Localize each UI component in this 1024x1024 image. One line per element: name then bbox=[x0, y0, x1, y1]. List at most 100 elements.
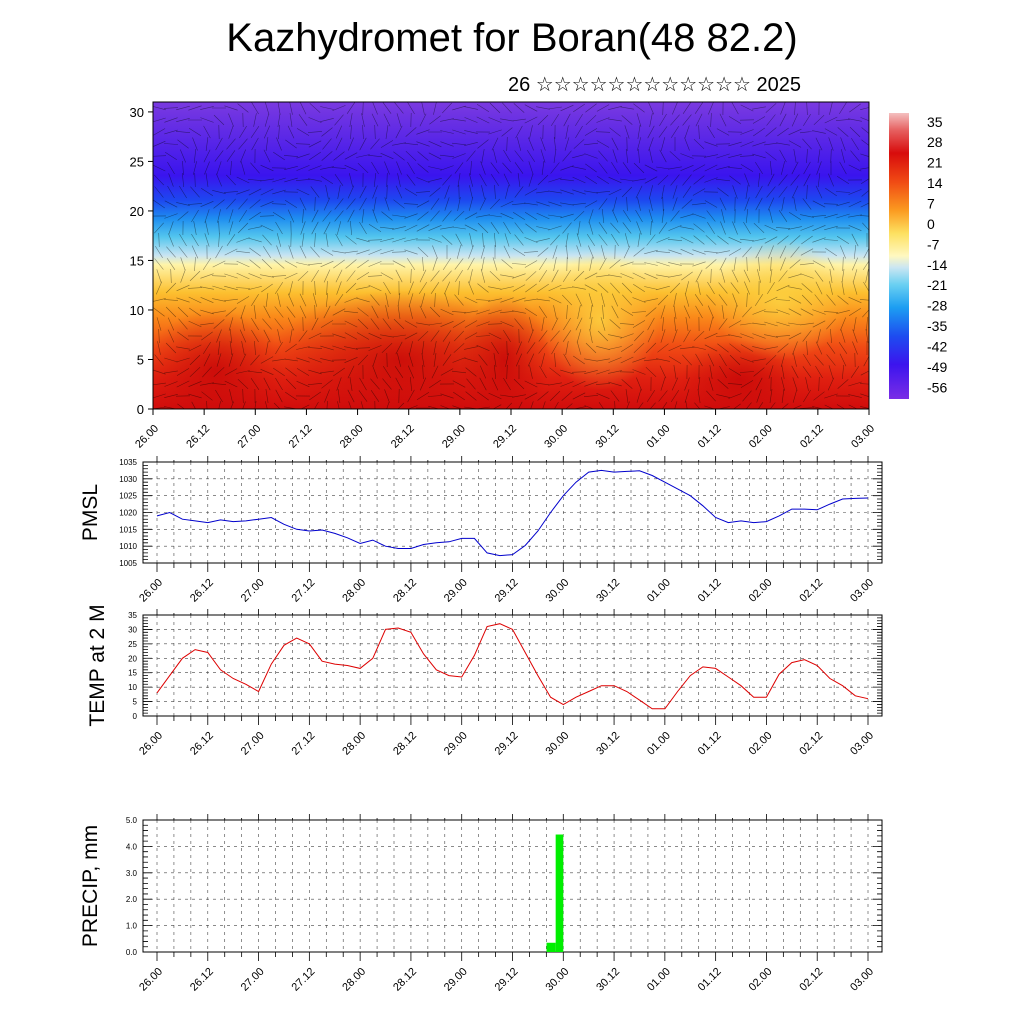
x-tick-label: 26.00 bbox=[137, 577, 165, 605]
x-tick-label: 27.00 bbox=[239, 730, 267, 758]
y-tick-label: 1035 bbox=[119, 458, 137, 467]
x-tick-label: 02.12 bbox=[797, 966, 825, 994]
x-tick-label: 02.00 bbox=[747, 730, 775, 758]
x-tick-label: 29.00 bbox=[442, 966, 470, 994]
x-tick-label: 30.12 bbox=[594, 577, 622, 605]
x-tick-label: 30.00 bbox=[543, 966, 571, 994]
y-tick-label: 1030 bbox=[119, 475, 137, 484]
series-line bbox=[156, 623, 869, 710]
colorbar-label: -35 bbox=[927, 318, 947, 334]
colorbar-label: 14 bbox=[927, 175, 943, 191]
x-tick-label: 30.00 bbox=[543, 577, 571, 605]
plot-frame bbox=[142, 614, 883, 717]
x-tick-label: 26.00 bbox=[137, 730, 165, 758]
x-tick-label: 01.12 bbox=[696, 423, 724, 451]
x-tick-label: 29.12 bbox=[493, 966, 521, 994]
x-tick-label: 29.12 bbox=[493, 577, 521, 605]
plot-frame bbox=[142, 461, 883, 564]
x-tick-label: 01.12 bbox=[696, 577, 724, 605]
x-tick-label: 01.00 bbox=[645, 577, 673, 605]
colorbar-label: -49 bbox=[927, 359, 947, 375]
wind-barbs bbox=[153, 102, 869, 409]
y-tick-label: 1015 bbox=[119, 525, 137, 534]
x-tick-label: 28.12 bbox=[391, 966, 419, 994]
x-tick-label: 28.00 bbox=[340, 966, 368, 994]
x-tick-label: 28.00 bbox=[340, 577, 368, 605]
x-tick-label: 26.12 bbox=[184, 423, 212, 451]
colorbar-label: 35 bbox=[927, 114, 943, 130]
chart-title: Kazhydromet for Boran(48 82.2) bbox=[226, 16, 798, 60]
x-tick-label: 28.00 bbox=[338, 423, 366, 451]
x-tick-label: 26.00 bbox=[133, 423, 161, 451]
precip-bar bbox=[555, 834, 564, 952]
x-tick-label: 02.00 bbox=[747, 966, 775, 994]
x-tick-label: 27.12 bbox=[290, 730, 318, 758]
y-tick-label: 25 bbox=[130, 154, 144, 169]
x-tick-label: 02.00 bbox=[747, 423, 775, 451]
colorbar bbox=[889, 113, 909, 399]
colorbar-label: 21 bbox=[927, 155, 943, 171]
x-tick-label: 26.00 bbox=[137, 966, 165, 994]
x-tick-label: 01.00 bbox=[645, 730, 673, 758]
x-tick-label: 28.12 bbox=[389, 423, 417, 451]
line-panel: 0 5 10 15 20 25 30 35 26.00 26.12 27.00 27.12 28.00 2… bbox=[86, 604, 883, 758]
x-tick-label: 30.12 bbox=[594, 730, 622, 758]
x-tick-label: 27.12 bbox=[290, 966, 318, 994]
y-tick-label: 3.0 bbox=[126, 869, 138, 878]
colorbar-label: -56 bbox=[927, 379, 947, 395]
bar-panel: 0.0 1.0 2.0 3.0 4.0 5.0 26.00 26.12 27.00 27.12 28… bbox=[79, 814, 883, 994]
y-tick-label: 5.0 bbox=[126, 816, 138, 825]
chart-subtitle: 26 ☆☆☆☆☆☆☆☆☆☆☆☆ 2025 bbox=[508, 74, 802, 96]
precip-bar bbox=[546, 942, 556, 952]
y-tick-label: 30 bbox=[128, 625, 137, 634]
x-tick-label: 03.00 bbox=[848, 730, 876, 758]
colorbar-label: -21 bbox=[927, 277, 947, 293]
x-tick-label: 27.12 bbox=[290, 577, 318, 605]
colorbar-label: -28 bbox=[927, 298, 947, 314]
y-tick-label: 0 bbox=[133, 712, 138, 721]
colorbar-label: 7 bbox=[927, 195, 935, 211]
y-tick-label: 10 bbox=[130, 303, 144, 318]
y-tick-label: 35 bbox=[128, 611, 137, 620]
x-tick-label: 26.12 bbox=[188, 730, 216, 758]
y-tick-label: 15 bbox=[128, 669, 137, 678]
colorbar-label: -7 bbox=[927, 236, 940, 252]
grid bbox=[143, 819, 882, 953]
y-tick-label: 15 bbox=[130, 253, 144, 268]
colorbar-label: -14 bbox=[927, 257, 947, 273]
colorbar-label: -42 bbox=[927, 338, 947, 354]
x-tick-label: 01.00 bbox=[645, 966, 673, 994]
y-axis-label: PMSL bbox=[79, 484, 102, 541]
x-tick-label: 03.00 bbox=[848, 966, 876, 994]
cross-section-field: 0 5 10 15 20 25 30 26.00 26.12 27.00 27.12 28.00 28.… bbox=[130, 101, 947, 451]
y-tick-label: 5 bbox=[133, 698, 138, 707]
y-axis-label: TEMP at 2 M bbox=[86, 604, 109, 726]
plot-frame bbox=[142, 819, 883, 953]
x-tick-label: 03.00 bbox=[848, 577, 876, 605]
y-tick-label: 20 bbox=[128, 654, 137, 663]
x-tick-label: 27.00 bbox=[235, 423, 263, 451]
y-tick-label: 5 bbox=[137, 352, 144, 367]
x-tick-label: 30.00 bbox=[542, 423, 570, 451]
y-axis-label: PRECIP, mm bbox=[79, 825, 102, 947]
x-tick-label: 01.12 bbox=[696, 730, 724, 758]
y-tick-label: 4.0 bbox=[126, 842, 138, 851]
x-tick-label: 29.00 bbox=[440, 423, 468, 451]
y-tick-label: 2.0 bbox=[126, 895, 138, 904]
x-tick-label: 01.00 bbox=[645, 423, 673, 451]
x-tick-label: 27.12 bbox=[287, 423, 315, 451]
x-tick-label: 02.12 bbox=[797, 577, 825, 605]
x-tick-label: 30.00 bbox=[543, 730, 571, 758]
x-tick-label: 02.00 bbox=[747, 577, 775, 605]
x-tick-label: 03.00 bbox=[849, 423, 877, 451]
grid bbox=[143, 461, 882, 564]
y-tick-label: 25 bbox=[128, 640, 137, 649]
y-tick-label: 1025 bbox=[119, 492, 137, 501]
x-tick-label: 27.00 bbox=[239, 966, 267, 994]
x-tick-label: 29.12 bbox=[493, 730, 521, 758]
x-tick-label: 01.12 bbox=[696, 966, 724, 994]
x-tick-label: 26.12 bbox=[188, 966, 216, 994]
line-panel: 1005 1010 1015 1020 1025 1030 1035 26.00 26.12 27… bbox=[79, 456, 883, 605]
x-tick-label: 28.12 bbox=[391, 577, 419, 605]
